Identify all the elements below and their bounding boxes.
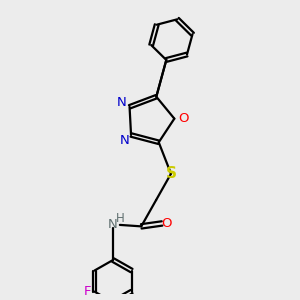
Text: N: N [108,218,118,231]
Text: N: N [117,95,127,109]
Text: N: N [119,134,129,147]
Text: H: H [116,212,124,225]
Text: F: F [83,285,91,298]
Text: O: O [161,217,172,230]
Text: S: S [166,166,176,181]
Text: O: O [178,112,188,125]
